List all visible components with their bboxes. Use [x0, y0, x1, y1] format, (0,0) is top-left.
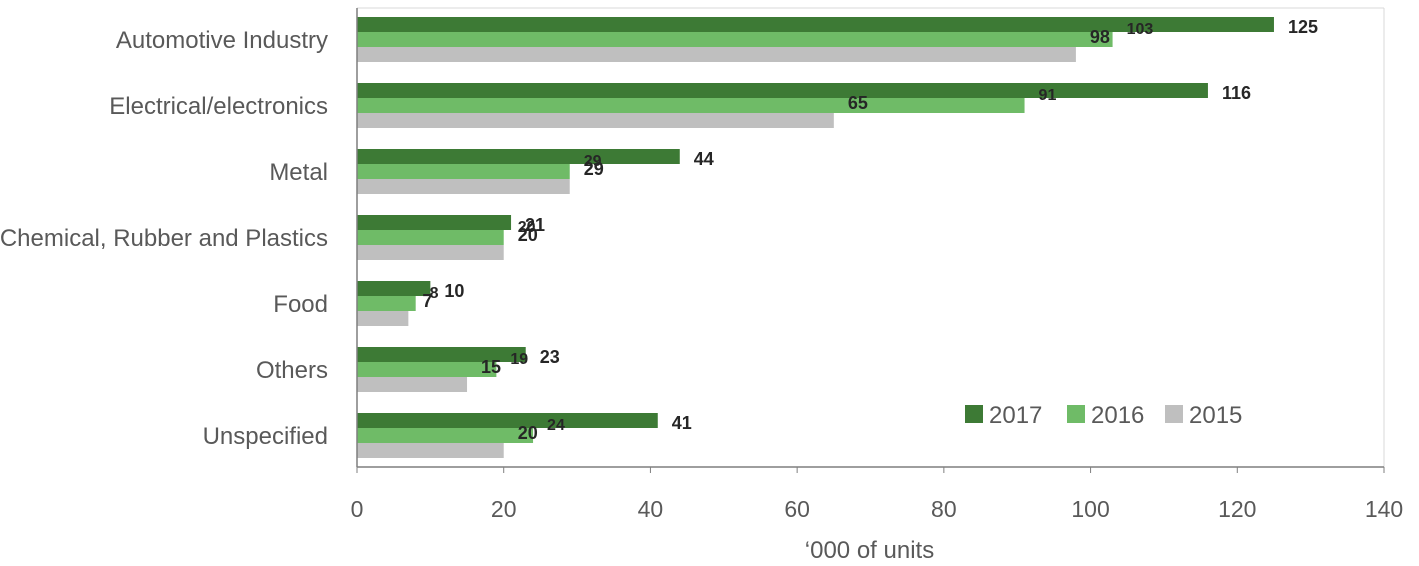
category-label-4: Food — [273, 291, 328, 318]
category-label-3: Chemical, Rubber and Plastics — [0, 225, 328, 252]
data-label-2016-2: 29 — [584, 153, 602, 170]
data-label-2017-3: 21 — [525, 215, 545, 235]
bar-2016-3 — [357, 230, 504, 245]
data-label-2017-1: 116 — [1222, 83, 1251, 103]
legend-swatch-2017 — [965, 405, 983, 423]
bar-2017-2 — [357, 149, 680, 164]
category-label-0: Automotive Industry — [116, 27, 328, 54]
category-label-1: Electrical/electronics — [109, 93, 328, 120]
data-label-2016-5: 19 — [510, 351, 528, 368]
data-label-2016-1: 91 — [1039, 87, 1057, 104]
bar-2016-5 — [357, 362, 497, 377]
bar-2016-4 — [357, 296, 416, 311]
x-tick-label-0: 0 — [351, 496, 364, 522]
legend-swatch-2015 — [1165, 405, 1183, 423]
bar-2015-6 — [357, 443, 504, 458]
data-label-2015-5: 15 — [481, 357, 501, 377]
x-tick-label-7: 140 — [1365, 496, 1403, 522]
bar-2015-2 — [357, 179, 570, 194]
data-label-2017-5: 23 — [540, 347, 560, 367]
data-label-2016-3: 20 — [518, 219, 536, 236]
bar-2016-2 — [357, 164, 570, 179]
x-axis-title: ‘000 of units — [805, 537, 934, 564]
data-label-2015-4: 7 — [422, 291, 432, 311]
bar-2017-5 — [357, 347, 526, 362]
bar-2016-1 — [357, 98, 1025, 113]
bar-2017-3 — [357, 215, 512, 230]
legend-label-2017: 2017 — [989, 402, 1042, 429]
x-tick-label-5: 100 — [1071, 496, 1109, 522]
x-tick-label-3: 60 — [784, 496, 810, 522]
bar-2017-0 — [357, 17, 1274, 32]
data-label-2016-0: 103 — [1127, 21, 1154, 38]
x-tick-label-6: 120 — [1218, 496, 1256, 522]
legend-label-2016: 2016 — [1091, 402, 1144, 429]
data-label-2017-6: 41 — [672, 413, 692, 433]
data-label-2016-6: 24 — [547, 417, 565, 434]
data-label-2017-2: 44 — [694, 149, 714, 169]
data-label-2015-3: 20 — [518, 225, 538, 245]
category-label-5: Others — [256, 357, 328, 384]
bar-2016-0 — [357, 32, 1113, 47]
x-tick-label-2: 40 — [638, 496, 664, 522]
data-label-2015-6: 20 — [518, 423, 538, 443]
legend-label-2015: 2015 — [1189, 402, 1242, 429]
bar-2015-1 — [357, 113, 834, 128]
data-label-2015-0: 98 — [1090, 27, 1110, 47]
data-label-2016-4: 8 — [430, 285, 439, 302]
category-label-2: Metal — [269, 159, 328, 186]
bar-2015-4 — [357, 311, 409, 326]
legend-swatch-2016 — [1067, 405, 1085, 423]
bar-2016-6 — [357, 428, 534, 443]
x-tick-label-4: 80 — [931, 496, 957, 522]
data-label-2017-0: 125 — [1288, 17, 1318, 37]
legend: 2017 2016 2015 — [965, 402, 1242, 429]
bar-2017-4 — [357, 281, 431, 296]
bar-2015-0 — [357, 47, 1076, 62]
bars-layer — [357, 17, 1274, 458]
data-labels-layer: 1251039811691654429292120201087231915412… — [422, 17, 1318, 443]
x-tick-label-1: 20 — [491, 496, 517, 522]
data-label-2015-2: 29 — [584, 159, 604, 179]
data-label-2017-4: 10 — [444, 281, 464, 301]
category-label-6: Unspecified — [203, 423, 328, 450]
axes-layer: Automotive Industry Electrical/electronic… — [0, 7, 1403, 564]
bar-2015-3 — [357, 245, 504, 260]
bar-2015-5 — [357, 377, 468, 392]
bar-2017-1 — [357, 83, 1208, 98]
data-label-2015-1: 65 — [848, 93, 868, 113]
bar-2017-6 — [357, 413, 658, 428]
